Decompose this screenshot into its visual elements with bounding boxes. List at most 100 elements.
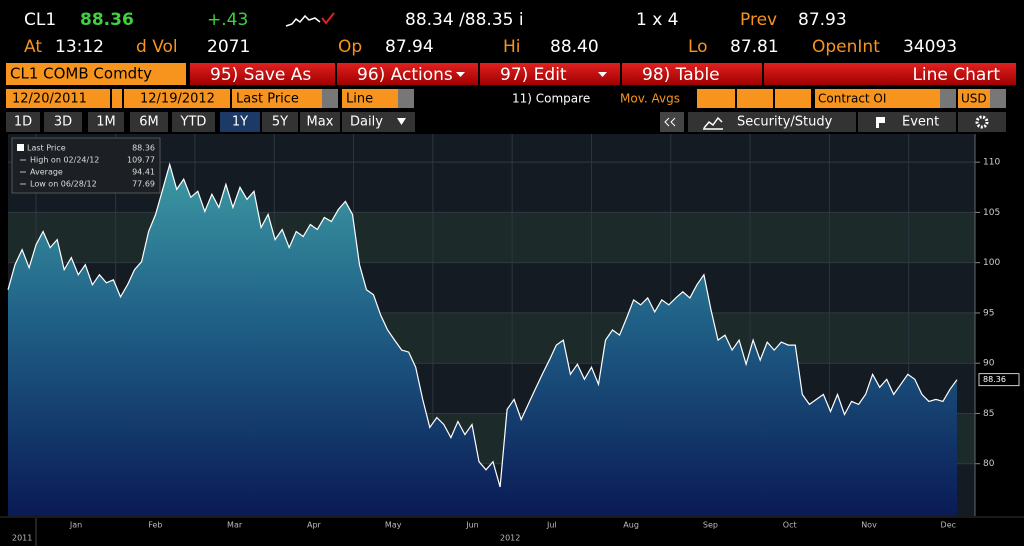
high-label: Hi [503,37,521,57]
month-label: Jul [546,521,557,530]
range-label: 5Y [272,115,288,130]
security: CL1 COMB Comdty [10,65,152,83]
range-button[interactable] [220,112,260,132]
range-label: 1D [14,115,32,130]
oi-label: OpenInt [812,37,880,57]
legend-name: Last Price [27,144,66,153]
security-study: Security/Study [737,115,833,130]
study-icon [703,116,723,130]
range-label: 6M [139,115,159,130]
dropdown[interactable] [398,89,414,108]
month-label: Aug [623,521,639,530]
last-price: 88.36 [80,10,134,30]
range-button[interactable] [130,112,168,132]
event-icon [876,117,885,128]
ma-field[interactable] [775,89,811,108]
month-label: Feb [148,521,162,530]
gear-icon [975,115,989,129]
month-label: Dec [941,521,956,530]
style-select[interactable] [342,89,398,108]
end-field[interactable] [124,89,230,108]
month-label: Sep [703,521,718,530]
range-button[interactable] [88,112,124,132]
ma-field[interactable] [697,89,735,108]
high: 88.40 [550,37,599,57]
stat-value: 94.41 [132,168,155,177]
study-button[interactable] [688,112,856,132]
style: Line [346,92,373,107]
toolbar-button[interactable] [480,63,620,85]
period-button[interactable] [342,112,415,132]
y-tick-label: 90 [983,359,995,369]
toolbar-button[interactable] [622,63,762,85]
chart-type-box[interactable] [764,63,1016,85]
period: Daily [350,115,383,130]
sparkline-icon [285,14,321,27]
time: 13:12 [55,37,104,57]
y-tick-label: 80 [983,459,995,469]
y-tick-label: 110 [983,158,1000,168]
month-label: May [385,521,402,530]
range-button[interactable] [262,112,298,132]
range-label: YTD [180,115,207,130]
dropdown[interactable] [322,89,338,108]
dropdown[interactable] [940,89,956,108]
dropdown-arrow [456,72,465,77]
month-label: Apr [307,521,322,530]
dropdown[interactable] [990,89,1006,108]
time-label: At [24,37,42,57]
end-date: 12/19/2012 [140,92,215,107]
month-label: Oct [783,521,797,530]
security-box[interactable] [6,63,186,85]
range-button[interactable] [300,112,340,132]
month-label: Jun [465,521,479,530]
low: 87.81 [730,37,779,57]
range-button[interactable] [44,112,82,132]
sparkline-check [321,12,335,25]
bid-ask: 88.34 /88.35 i [405,10,524,30]
price-area [8,164,957,516]
compare[interactable]: 11) Compare [512,92,590,106]
legend-box [11,137,161,194]
vol-label: d Vol [136,37,178,57]
range-label: 3D [54,115,72,130]
ticker: CL1 [24,10,56,30]
open: 87.94 [385,37,434,57]
change: +.43 [207,10,248,30]
mov-avgs[interactable]: Mov. Avgs [620,92,680,106]
y-tick-label: 95 [983,308,994,318]
contract-select[interactable] [815,89,940,108]
collapse-button[interactable] [660,112,684,132]
stat-label: High on 02/24/12 [30,156,99,165]
currency: USD [961,92,987,106]
range-label: 1Y [232,115,248,130]
stat-label: Average [30,168,63,177]
ma-field[interactable] [737,89,773,108]
vol: 2071 [207,37,250,57]
range-button[interactable] [172,112,215,132]
stat-label: Low on 06/28/12 [30,180,97,189]
start-field[interactable] [6,89,110,108]
currency-select[interactable] [958,89,990,108]
toolbar-button-label: 95) Save As [210,65,311,85]
month-label: Mar [227,521,243,530]
month-label: Nov [861,521,877,530]
button-bar: 95) Save As 96) Actions 97) Edit 98) Table [190,63,762,85]
y-tick-label: 100 [983,258,1000,268]
toolbar-button[interactable] [337,63,478,85]
range-label: Max [307,115,334,130]
prev-label: Prev [740,10,777,30]
year-label: 2011 [12,534,32,543]
oi: 34093 [903,37,957,57]
year-label: 2012 [500,534,520,543]
toolbar-button[interactable] [190,63,335,85]
field-select[interactable] [232,89,322,108]
dropdown-arrow [598,72,607,77]
collapse-icon [664,117,676,127]
range-button[interactable] [6,112,40,132]
chart: Jan Feb Mar Apr May Jun Jul Aug Sep Oct Nov Dec 2011… [0,134,1024,546]
stat-value: 77.69 [132,180,155,189]
contract: Contract OI [818,92,886,106]
settings-button[interactable] [958,112,1006,132]
